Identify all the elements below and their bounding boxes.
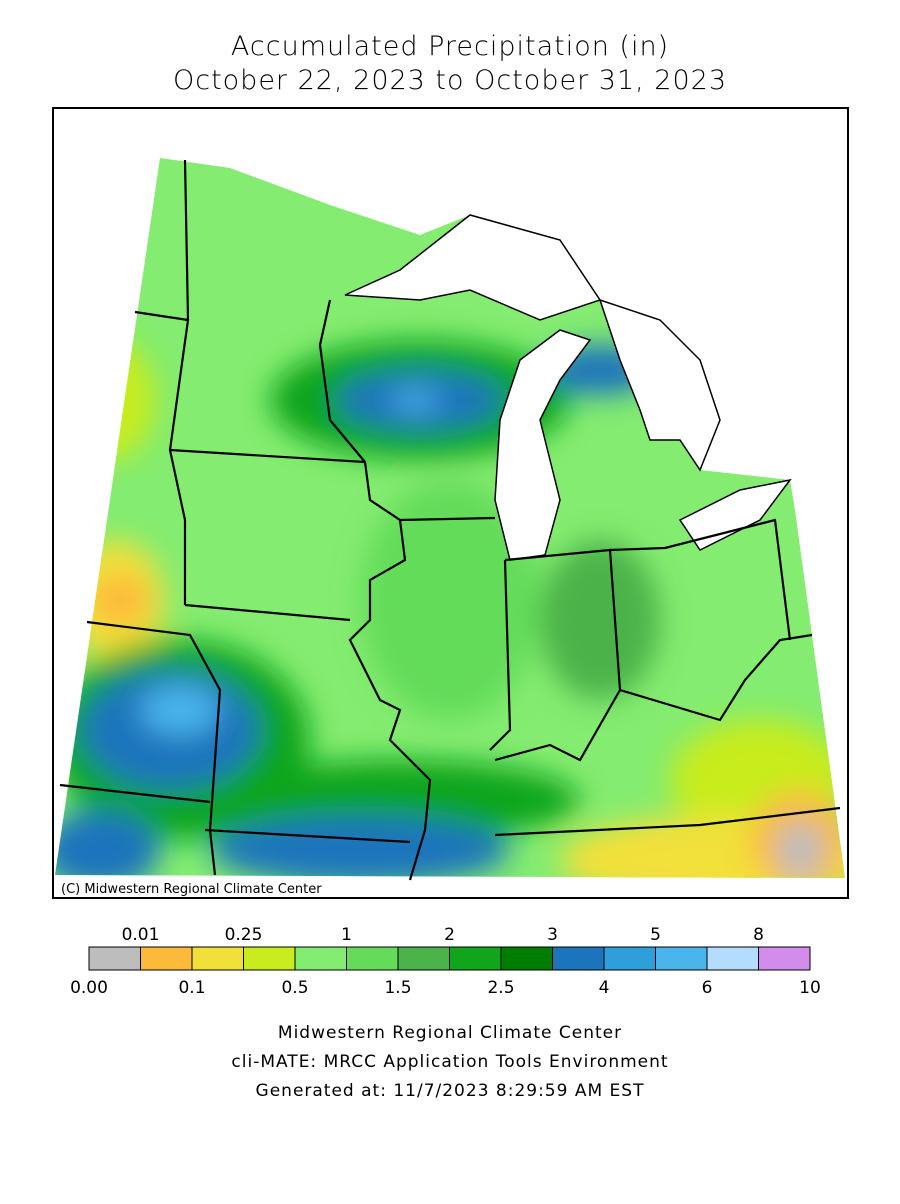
legend-label: 1.5 <box>384 978 411 998</box>
legend-swatch <box>655 946 708 971</box>
legend-label: 0.1 <box>178 978 205 998</box>
legend-swatch <box>88 946 141 971</box>
legend-label: 6 <box>702 978 713 998</box>
credit: (C) Midwestern Regional Climate Center <box>61 882 322 897</box>
state-borders <box>59 159 841 881</box>
legend: 0.00 0.01 0.1 0.25 0.5 1 1.5 2 2.5 3 4 5 6 8 10 <box>70 925 821 998</box>
legend-swatch <box>243 946 296 971</box>
legend-label: 0.5 <box>281 978 308 998</box>
legend-swatch <box>706 946 759 971</box>
legend-swatch <box>500 946 553 971</box>
credit-box <box>55 879 337 897</box>
map-frame <box>52 107 849 899</box>
legend-swatch <box>603 946 656 971</box>
legend-label: 0.01 <box>122 925 160 945</box>
title: Accumulated Precipitation (in) <box>231 31 669 62</box>
footer: Midwestern Regional Climate Center cli-MA… <box>231 1023 668 1101</box>
legend-swatch <box>449 946 502 971</box>
legend-swatch <box>140 946 193 971</box>
legend-label: 0.25 <box>225 925 263 945</box>
footer-line: cli-MATE: MRCC Application Tools Environ… <box>231 1052 668 1072</box>
legend-label: 8 <box>753 925 764 945</box>
legend-swatch <box>294 946 347 971</box>
legend-swatch <box>552 946 605 971</box>
legend-label: 2.5 <box>487 978 514 998</box>
footer-line: Midwestern Regional Climate Center <box>278 1023 622 1043</box>
legend-label: 10 <box>799 978 821 998</box>
map: (C) Midwestern Regional Climate Center <box>52 107 849 899</box>
footer-line: Generated at: 11/7/2023 8:29:59 AM EST <box>256 1081 645 1101</box>
legend-label: 2 <box>444 925 455 945</box>
legend-label: 4 <box>599 978 610 998</box>
lakes <box>344 214 792 561</box>
legend-swatch <box>758 946 811 971</box>
legend-swatch <box>397 946 450 971</box>
legend-label: 5 <box>650 925 661 945</box>
legend-label: 0.00 <box>70 978 108 998</box>
subtitle: October 22, 2023 to October 31, 2023 <box>173 65 727 96</box>
legend-label: 3 <box>547 925 558 945</box>
legend-label: 1 <box>341 925 352 945</box>
legend-swatch <box>191 946 244 971</box>
legend-swatch <box>346 946 399 971</box>
